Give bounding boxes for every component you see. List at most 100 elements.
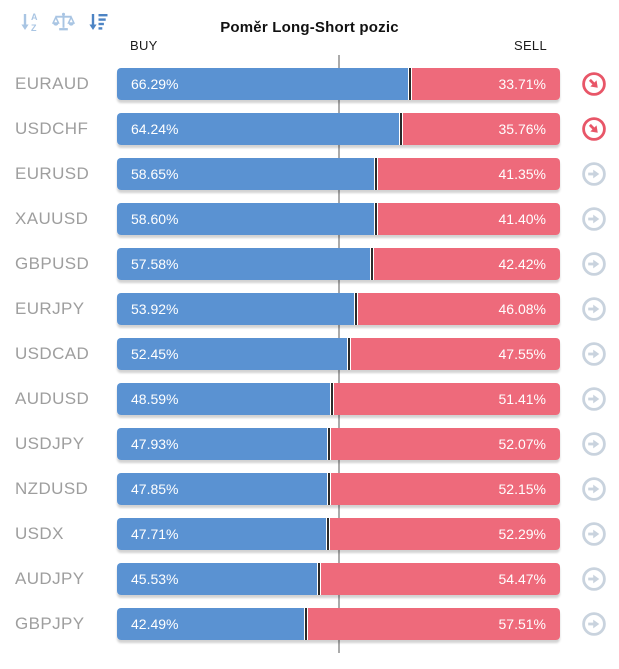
buy-percent-value: 58.60% xyxy=(131,211,179,227)
symbol-label: USDX xyxy=(15,524,64,543)
table-row: GBPJPY 42.49% 57.51% xyxy=(0,608,619,640)
buy-percent-value: 52.45% xyxy=(131,346,179,362)
bar-separator xyxy=(326,518,331,550)
ratio-bars: 58.65% 41.35% xyxy=(117,158,560,190)
ratio-bars: 42.49% 57.51% xyxy=(117,608,560,640)
balance-scale-icon[interactable] xyxy=(51,9,76,34)
sell-percent-value: 52.29% xyxy=(498,526,546,542)
ratio-bars: 58.60% 41.40% xyxy=(117,203,560,235)
bar-separator xyxy=(330,383,335,415)
table-row: XAUUSD 58.60% 41.40% xyxy=(0,203,619,235)
buy-bar: 47.93% xyxy=(117,428,328,460)
sell-bar: 57.51% xyxy=(307,608,560,640)
arrow-circle-icon[interactable] xyxy=(581,296,607,322)
symbol-label: NZDUSD xyxy=(15,479,89,498)
sort-alphabetical-icon[interactable]: A Z xyxy=(17,9,42,34)
table-row: GBPUSD 57.58% 42.42% xyxy=(0,248,619,280)
svg-text:A: A xyxy=(31,12,38,22)
arrow-circle-icon[interactable] xyxy=(581,161,607,187)
arrow-circle-icon[interactable] xyxy=(581,566,607,592)
table-row: USDCAD 52.45% 47.55% xyxy=(0,338,619,370)
buy-percent-value: 58.65% xyxy=(131,166,179,182)
bar-separator xyxy=(353,293,358,325)
buy-percent-value: 57.58% xyxy=(131,256,179,272)
sell-percent-value: 47.55% xyxy=(498,346,546,362)
buy-bar: 52.45% xyxy=(117,338,348,370)
table-row: EURUSD 58.65% 41.35% xyxy=(0,158,619,190)
bar-separator xyxy=(408,68,412,100)
arrow-circle-icon[interactable] xyxy=(581,341,607,367)
bar-separator xyxy=(399,113,403,145)
buy-percent-value: 45.53% xyxy=(131,571,179,587)
sell-percent-value: 57.51% xyxy=(498,616,546,632)
table-row: EURAUD 66.29% 33.71% xyxy=(0,68,619,100)
column-headers: BUY SELL xyxy=(117,38,560,53)
sell-bar: 42.42% xyxy=(373,248,560,280)
table-row: USDCHF 64.24% 35.76% xyxy=(0,113,619,145)
symbol-label: GBPJPY xyxy=(15,614,85,633)
table-row: EURJPY 53.92% 46.08% xyxy=(0,293,619,325)
sell-percent-value: 54.47% xyxy=(498,571,546,587)
sell-bar: 41.35% xyxy=(378,158,560,190)
ratio-bars: 47.71% 52.29% xyxy=(117,518,560,550)
arrow-circle-icon[interactable] xyxy=(581,71,607,97)
buy-bar: 58.60% xyxy=(117,203,375,235)
buy-bar: 47.85% xyxy=(117,473,328,505)
sort-by-ratio-icon[interactable] xyxy=(85,9,110,34)
ratio-bars: 66.29% 33.71% xyxy=(117,68,560,100)
arrow-circle-icon[interactable] xyxy=(581,251,607,277)
symbol-label: AUDJPY xyxy=(15,569,85,588)
buy-bar: 48.59% xyxy=(117,383,331,415)
buy-percent-value: 47.85% xyxy=(131,481,179,497)
ratio-bars: 57.58% 42.42% xyxy=(117,248,560,280)
sell-percent-value: 33.71% xyxy=(498,76,546,92)
bar-separator xyxy=(369,248,374,280)
symbol-label: USDCHF xyxy=(15,119,89,138)
arrow-circle-icon[interactable] xyxy=(581,431,607,457)
bar-separator xyxy=(303,608,308,640)
sell-bar: 35.76% xyxy=(403,113,560,145)
sell-bar: 51.41% xyxy=(334,383,560,415)
sell-bar: 52.29% xyxy=(330,518,560,550)
arrow-circle-icon[interactable] xyxy=(581,521,607,547)
symbol-label: USDJPY xyxy=(15,434,85,453)
buy-percent-value: 42.49% xyxy=(131,616,179,632)
table-row: USDJPY 47.93% 52.07% xyxy=(0,428,619,460)
arrow-circle-icon[interactable] xyxy=(581,206,607,232)
buy-percent-value: 47.71% xyxy=(131,526,179,542)
buy-percent-value: 47.93% xyxy=(131,436,179,452)
buy-bar: 53.92% xyxy=(117,293,354,325)
buy-bar: 64.24% xyxy=(117,113,399,145)
sell-percent-value: 51.41% xyxy=(498,391,546,407)
symbol-label: GBPUSD xyxy=(15,254,90,273)
sell-percent-value: 42.42% xyxy=(498,256,546,272)
ratio-bars: 53.92% 46.08% xyxy=(117,293,560,325)
ratio-bars: 45.53% 54.47% xyxy=(117,563,560,595)
sell-percent-value: 46.08% xyxy=(498,301,546,317)
bar-separator xyxy=(327,428,332,460)
symbol-label: XAUUSD xyxy=(15,209,89,228)
buy-bar: 66.29% xyxy=(117,68,408,100)
buy-percent-value: 64.24% xyxy=(131,121,179,137)
arrow-circle-icon[interactable] xyxy=(581,476,607,502)
sell-bar: 46.08% xyxy=(357,293,560,325)
rows: EURAUD 66.29% 33.71% USDCHF 64.24% xyxy=(0,60,619,640)
buy-percent-value: 53.92% xyxy=(131,301,179,317)
buy-bar: 42.49% xyxy=(117,608,304,640)
sell-percent-value: 52.15% xyxy=(498,481,546,497)
arrow-circle-icon[interactable] xyxy=(581,611,607,637)
table-row: NZDUSD 47.85% 52.15% xyxy=(0,473,619,505)
bar-separator xyxy=(374,158,379,190)
sell-percent-value: 41.40% xyxy=(498,211,546,227)
arrow-circle-icon[interactable] xyxy=(581,386,607,412)
bar-separator xyxy=(327,473,332,505)
svg-text:Z: Z xyxy=(31,23,37,33)
buy-bar: 58.65% xyxy=(117,158,375,190)
symbol-label: USDCAD xyxy=(15,344,90,363)
buy-percent-value: 66.29% xyxy=(131,76,179,92)
arrow-circle-icon[interactable] xyxy=(581,116,607,142)
ratio-bars: 47.85% 52.15% xyxy=(117,473,560,505)
sell-bar: 52.07% xyxy=(331,428,560,460)
bar-separator xyxy=(374,203,379,235)
